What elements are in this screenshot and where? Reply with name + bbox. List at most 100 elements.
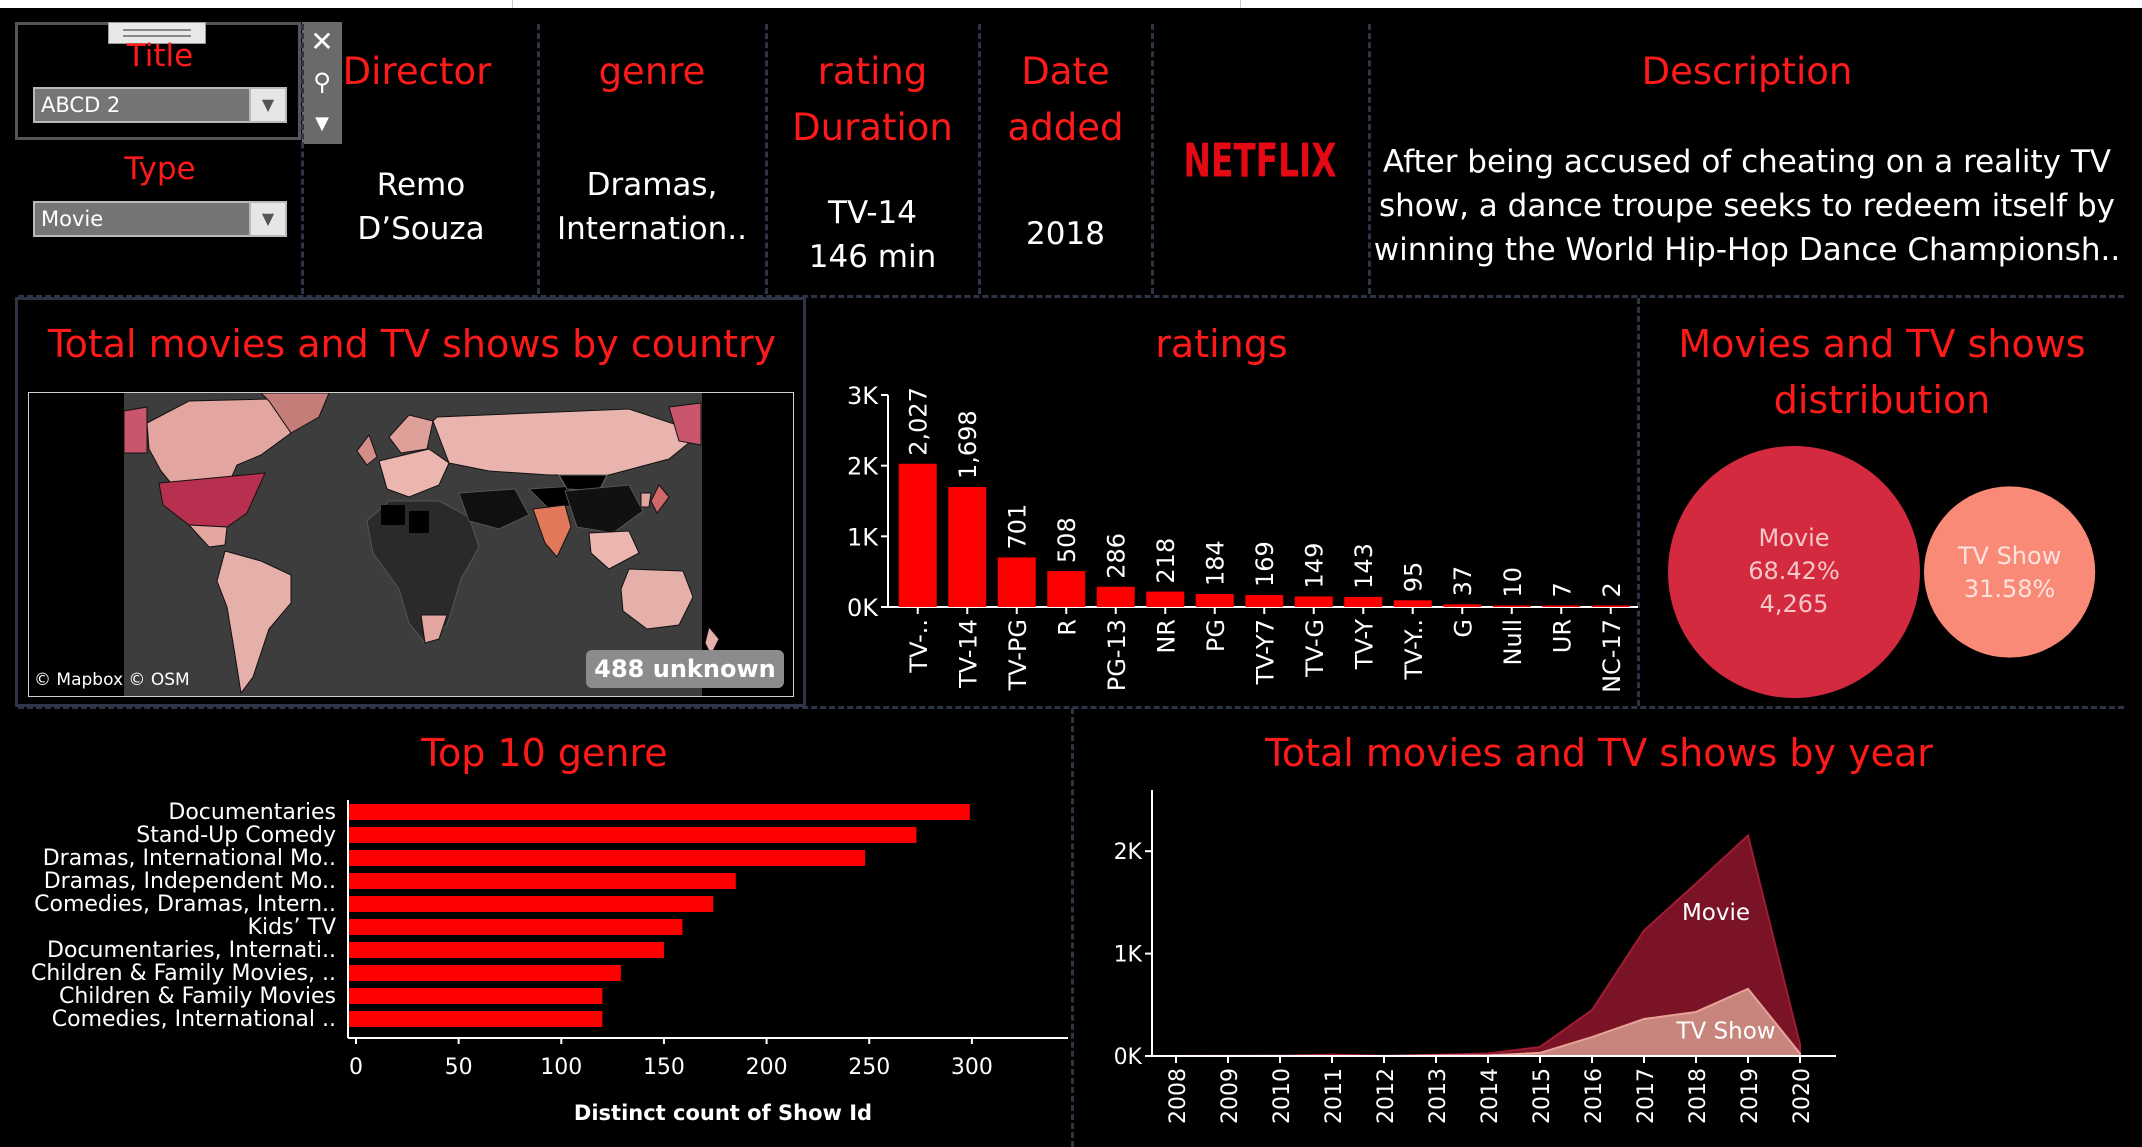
bar-TV-PG[interactable] <box>997 557 1036 607</box>
country-greenland[interactable] <box>260 393 330 434</box>
more-options-icon[interactable]: ▼ <box>315 113 329 134</box>
bar-genre-6[interactable] <box>349 942 664 958</box>
x-tick-label: 2013 <box>1426 1068 1451 1124</box>
distribution-chart[interactable]: Movie 68.42% 4,265 TV Show 31.58% <box>1660 440 2110 702</box>
title-dropdown[interactable]: ABCD 2 ▼ <box>33 87 287 123</box>
map-attribution[interactable]: © Mapbox © OSM <box>34 670 190 690</box>
x-tick-label: 2016 <box>1582 1068 1607 1124</box>
bar-value-label: 37 <box>1449 566 1477 597</box>
bar-value-label: 10 <box>1499 567 1527 598</box>
chevron-down-icon[interactable]: ▼ <box>249 89 285 121</box>
bubble-movie[interactable] <box>1668 446 1920 698</box>
bubble-movie-count: 4,265 <box>1760 590 1829 618</box>
country-algeria[interactable] <box>381 505 405 525</box>
bar-PG[interactable] <box>1195 593 1234 607</box>
x-tick-label: Null <box>1499 619 1527 666</box>
country-australia[interactable] <box>620 568 694 630</box>
country-japan[interactable] <box>650 484 670 514</box>
bar-value-label: 149 <box>1301 543 1329 589</box>
ratings-chart[interactable]: 0K 1K 2K 3K 2,027 TV-.. 1,698 TV-14 701 TV-PG 508 R… <box>830 385 1638 705</box>
bar-genre-1[interactable] <box>349 827 917 843</box>
country-alaska[interactable] <box>123 406 148 454</box>
bar-value-label: 218 <box>1152 538 1180 584</box>
x-tick-label: 2008 <box>1166 1068 1191 1124</box>
bar-genre-8[interactable] <box>349 988 603 1004</box>
bar-TV-..[interactable] <box>898 463 937 607</box>
country-uk[interactable] <box>356 433 378 466</box>
bar-genre-9[interactable] <box>349 1011 603 1027</box>
x-tick-label: 300 <box>951 1055 993 1080</box>
world-map[interactable] <box>28 392 794 697</box>
divider <box>1071 708 1074 1147</box>
country-russia-east[interactable] <box>668 402 702 446</box>
unknown-locations-badge[interactable]: 488 unknown <box>586 650 784 688</box>
country-south-america[interactable] <box>216 550 292 695</box>
country-mexico[interactable] <box>187 524 228 548</box>
x-tick-label: TV-PG <box>1004 619 1032 691</box>
divider <box>1637 298 1640 706</box>
country-canada[interactable] <box>146 398 292 506</box>
bar-genre-0[interactable] <box>349 804 970 820</box>
bar-R[interactable] <box>1047 571 1086 607</box>
country-libya[interactable] <box>409 511 429 533</box>
chevron-down-icon[interactable]: ▼ <box>249 203 285 235</box>
duration-value: 146 min <box>808 239 937 275</box>
x-tick-label: PG <box>1202 619 1230 652</box>
bar-TV-G[interactable] <box>1294 596 1333 607</box>
country-india[interactable] <box>532 504 572 558</box>
director-value-line2: D’Souza <box>357 211 485 247</box>
divider <box>1368 24 1371 294</box>
date-added-value: 2018 <box>1026 216 1105 252</box>
country-korea[interactable] <box>640 492 652 508</box>
type-dropdown[interactable]: Movie ▼ <box>33 201 287 237</box>
x-tick-label: TV-G <box>1301 619 1329 678</box>
x-axis-label: Distinct count of Show Id <box>574 1101 872 1125</box>
bar-PG-13[interactable] <box>1096 586 1135 607</box>
genre-label: Children & Family Movies <box>59 984 336 1009</box>
x-tick-label: NC-17 <box>1598 619 1626 693</box>
x-tick-label: 2012 <box>1374 1068 1399 1124</box>
bar-genre-4[interactable] <box>349 896 714 912</box>
bar-genre-2[interactable] <box>349 850 866 866</box>
bar-genre-3[interactable] <box>349 873 736 889</box>
divider <box>301 24 304 294</box>
x-tick-label: 2009 <box>1218 1068 1243 1124</box>
x-tick-label: 0 <box>349 1055 363 1080</box>
description-line2: show, a dance troupe seeks to redeem its… <box>1378 188 2116 224</box>
country-southeast-asia[interactable] <box>588 530 640 570</box>
bar-NR[interactable] <box>1146 591 1185 607</box>
bar-TV-Y[interactable] <box>1344 596 1383 607</box>
bar-genre-7[interactable] <box>349 965 621 981</box>
bar-TV-Y7[interactable] <box>1245 595 1284 607</box>
country-middle-east[interactable] <box>458 488 530 530</box>
world-map-svg[interactable] <box>29 393 794 697</box>
country-south-africa[interactable] <box>420 614 448 644</box>
year-chart[interactable]: 0K 1K 2K 2008 2009 2010 2011 2012 2013 2014 2015 20… <box>1074 790 2142 1147</box>
bar-Null[interactable] <box>1492 605 1531 608</box>
x-tick-label: 2011 <box>1322 1068 1347 1124</box>
bar-NC-17[interactable] <box>1591 605 1630 608</box>
genre-value-line2: Internation.. <box>557 211 747 247</box>
series-label-movie: Movie <box>1682 900 1750 926</box>
country-europe[interactable] <box>378 448 450 498</box>
x-tick-label: TV-14 <box>954 619 982 689</box>
divider <box>978 24 981 294</box>
bar-genre-5[interactable] <box>349 919 683 935</box>
bubble-tv-show[interactable] <box>1924 486 2096 658</box>
y-tick-label: 2K <box>1114 840 1143 865</box>
bar-G[interactable] <box>1443 604 1482 607</box>
pin-icon[interactable]: ⚲ <box>313 68 331 96</box>
bar-TV-Y..[interactable] <box>1393 600 1432 607</box>
country-scandinavia[interactable] <box>388 414 434 454</box>
map-title: Total movies and TV shows by country <box>47 322 777 366</box>
bar-value-label: 95 <box>1400 562 1428 593</box>
y-tick-label: 0K <box>847 594 879 622</box>
bar-TV-14[interactable] <box>948 487 987 607</box>
bar-UR[interactable] <box>1542 605 1581 608</box>
close-icon[interactable]: ✕ <box>310 25 334 58</box>
description-line3: winning the World Hip-Hop Dance Champion… <box>1373 232 2121 268</box>
country-china[interactable] <box>564 484 644 534</box>
divider <box>1151 24 1154 294</box>
drag-handle-icon[interactable] <box>108 22 206 44</box>
